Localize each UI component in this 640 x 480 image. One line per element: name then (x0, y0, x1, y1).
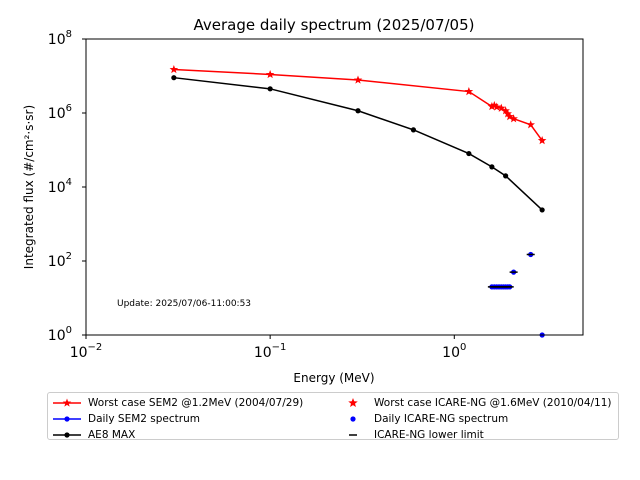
legend-swatch (53, 398, 81, 407)
data-point (505, 112, 514, 121)
data-point (503, 109, 512, 118)
legend-swatch (350, 416, 356, 422)
legend-item: ICARE-NG lower limit (338, 427, 612, 443)
legend-item: Daily SEM2 spectrum (52, 411, 303, 427)
legend-marker (62, 398, 72, 407)
legend-label: Daily SEM2 spectrum (88, 413, 200, 425)
legend-swatch (348, 398, 358, 408)
y-tick-label: 104 (48, 177, 72, 196)
series-layer (169, 64, 547, 338)
series-3 (171, 75, 545, 213)
data-point (492, 102, 501, 111)
data-point (265, 69, 275, 79)
legend-column-right: Worst case ICARE-NG @1.6MeV (2010/04/11)… (338, 395, 612, 443)
series-5 (489, 251, 545, 338)
data-point (509, 114, 518, 123)
data-point (171, 75, 177, 81)
legend-item: AE8 MAX (52, 427, 303, 443)
data-point (169, 64, 179, 74)
x-tick-label: 10−1 (254, 342, 287, 361)
legend-label: Daily ICARE-NG spectrum (374, 413, 509, 425)
y-tick-label: 108 (48, 29, 72, 48)
legend-swatch (53, 432, 81, 438)
plot-area (86, 39, 583, 335)
x-tick-label: 100 (442, 342, 466, 361)
data-point (355, 108, 361, 114)
legend-swatch (349, 434, 357, 436)
data-point (537, 136, 547, 145)
legend-item: Worst case SEM2 @1.2MeV (2004/07/29) (52, 395, 303, 411)
legend-item: Worst case ICARE-NG @1.6MeV (2010/04/11) (338, 395, 612, 411)
chart-title: Average daily spectrum (2025/07/05) (194, 16, 475, 34)
legend-swatch (53, 416, 81, 422)
legend-column-left: Worst case SEM2 @1.2MeV (2004/07/29) Dail… (52, 395, 303, 443)
series-1 (169, 64, 547, 145)
data-point (267, 86, 273, 92)
series-line (173, 76, 543, 211)
legend-label: ICARE-NG lower limit (374, 429, 484, 441)
legend-label: AE8 MAX (88, 429, 136, 441)
data-point (464, 87, 474, 96)
tick-layer: 10−2 10−1 100 100 102 104 106 108 (48, 29, 467, 361)
legend-marker (64, 416, 70, 422)
series-6 (487, 253, 535, 288)
data-point (497, 103, 506, 112)
data-point (353, 75, 363, 84)
legend-label: Worst case SEM2 @1.2MeV (2004/07/29) (88, 397, 304, 409)
y-axis-label: Integrated flux (#/cm²·s·sr) (22, 105, 36, 269)
legend-marker (350, 416, 356, 422)
y-tick-label: 100 (48, 325, 72, 344)
data-point (490, 100, 499, 110)
data-point (526, 120, 535, 129)
x-axis-label: Energy (MeV) (293, 371, 374, 385)
data-point (503, 173, 509, 179)
x-tick-label: 10−2 (70, 342, 103, 361)
legend-marker (64, 432, 70, 438)
legend-marker (348, 398, 358, 408)
y-tick-label: 106 (48, 103, 72, 122)
data-point (466, 150, 472, 157)
legend-item: Daily ICARE-NG spectrum (338, 411, 612, 427)
legend-label: Worst case ICARE-NG @1.6MeV (2010/04/11) (374, 397, 612, 409)
data-point (489, 164, 495, 170)
data-point (487, 101, 497, 111)
data-point (539, 207, 545, 213)
chart-legend: Worst case SEM2 @1.2MeV (2004/07/29) Dail… (47, 392, 619, 443)
update-timestamp: Update: 2025/07/06-11:00:53 (117, 299, 252, 309)
y-tick-label: 102 (48, 251, 72, 270)
data-point (410, 127, 417, 133)
data-point (501, 106, 510, 115)
